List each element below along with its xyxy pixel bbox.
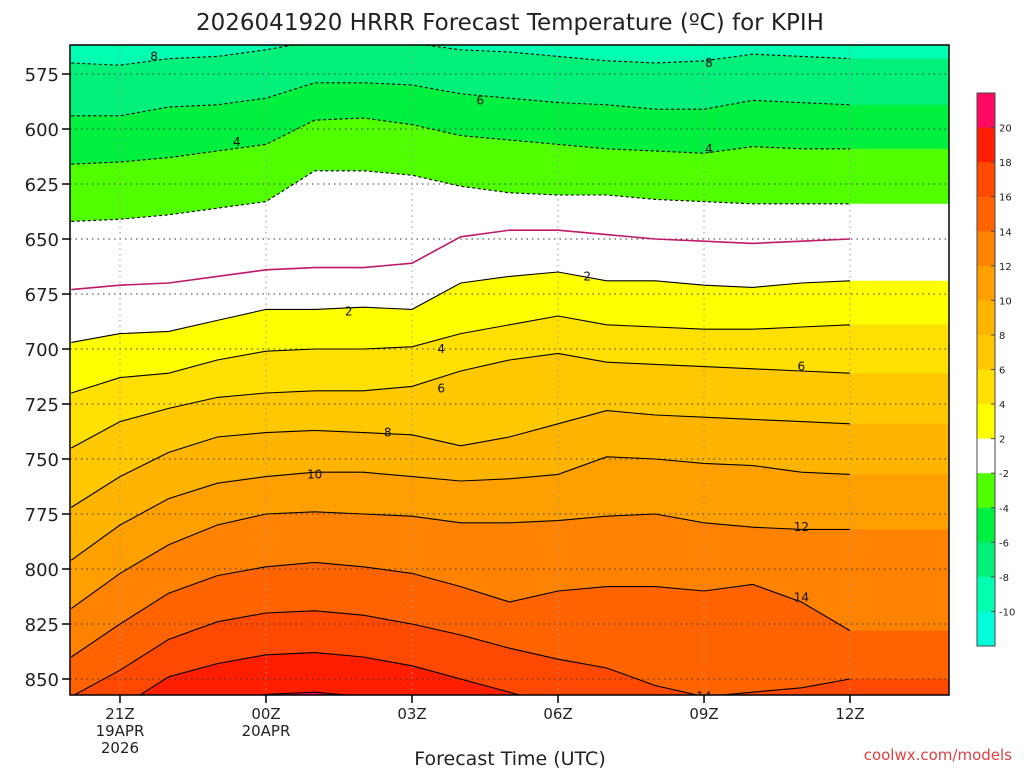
contour-label-2: 4 [233, 135, 241, 149]
site-credit: coolwx.com/models [864, 746, 1012, 764]
colorbar-label-10: 10 [999, 296, 1012, 307]
x-tick-label--1-0: 21Z [105, 705, 134, 723]
plot-frame [69, 44, 950, 696]
colorbar-bin-6 [977, 334, 995, 370]
y-tick-label-825: 825 [25, 615, 59, 636]
x-tick-label-14-0: 12Z [835, 705, 864, 723]
y-tick-label-650: 650 [25, 230, 59, 251]
isotherm-lines [70, 45, 851, 695]
colorbar-bin-minus-8 [977, 542, 995, 578]
colorbar-bin-18 [977, 127, 995, 163]
contour-label-0: 8 [150, 49, 158, 63]
colorbar-bin-10 [977, 265, 995, 301]
colorbar-bin-12 [977, 231, 995, 267]
isotherm-4 [71, 315, 851, 394]
colorbar-label-2: 2 [999, 435, 1005, 446]
colorbar-label-minus-2: -2 [999, 469, 1009, 480]
contour-label-3: 8 [705, 56, 713, 70]
contour-label-11: 10 [307, 467, 322, 481]
x-tick-label--1-2: 2026 [101, 739, 139, 757]
y-axis: 575 600 625 650 675 700 725 750 775 800 825 850 [25, 65, 70, 691]
isotherm-14 [70, 561, 851, 658]
colorbar-label-minus-8: -8 [999, 573, 1009, 584]
temperature-bands [70, 45, 949, 695]
colorbar-label-16: 16 [999, 193, 1012, 204]
x-tick-label-8-0: 06Z [543, 705, 572, 723]
colorbar-bin-8 [977, 300, 995, 336]
isotherm-2 [71, 271, 851, 343]
y-tick-label-575: 575 [25, 65, 59, 86]
isotherm-12 [70, 511, 850, 610]
contour-label-4: 4 [705, 142, 713, 156]
x-tick-label--1-1: 19APR [96, 722, 145, 740]
y-tick-label-800: 800 [25, 560, 59, 581]
isotherm-16 [73, 610, 851, 695]
colorbar-label-8: 8 [999, 331, 1005, 342]
contour-label-13: 14 [794, 591, 809, 605]
colorbar-label-minus-4: -4 [999, 504, 1009, 515]
y-tick-label-750: 750 [25, 450, 59, 471]
plot-area: 8 6 4 8 4 2 2 4 6 6 8 10 12 14 14 [70, 45, 949, 704]
isotherm-minus-2 [71, 170, 850, 222]
contour-label-9: 6 [437, 382, 445, 396]
colorbar-bin-2 [977, 404, 995, 440]
colorbar-bin-4 [977, 369, 995, 405]
colorbar-label-14: 14 [999, 227, 1012, 238]
isotherm-minus-4 [71, 117, 850, 165]
contour-label-7: 4 [437, 342, 445, 356]
x-tick-label-11-0: 09Z [689, 705, 718, 723]
colorbar-bin-minus-6 [977, 507, 995, 543]
contour-label-5: 2 [583, 269, 591, 283]
colorbar-bin-16 [977, 162, 995, 198]
colorbar-label-4: 4 [999, 400, 1005, 411]
contour-label-1: 6 [476, 93, 484, 107]
colorbar-label-20: 20 [999, 124, 1012, 135]
gridlines [70, 45, 949, 695]
isotherm-8 [71, 410, 851, 508]
contour-label-8: 6 [798, 360, 806, 374]
colorbar-legend: 20 18 16 14 12 10 8 6 4 2 -2 -4 -6 -8 -10 [976, 92, 1015, 647]
colorbar-label-18: 18 [999, 158, 1012, 169]
y-tick-label-700: 700 [25, 340, 59, 361]
temperature-band-18 [139, 652, 520, 695]
colorbar-label-minus-10: -10 [999, 607, 1015, 618]
chart-title: 2026041920 HRRR Forecast Temperature (ºC… [196, 10, 824, 36]
colorbar-label-minus-6: -6 [999, 538, 1009, 549]
y-tick-label-675: 675 [25, 285, 59, 306]
y-tick-label-600: 600 [25, 120, 59, 141]
y-tick-label-725: 725 [25, 395, 59, 416]
colorbar-label-12: 12 [999, 262, 1012, 273]
contour-label-6: 2 [345, 305, 353, 319]
contour-labels: 8 6 4 8 4 2 2 4 6 6 8 10 12 14 14 [150, 49, 809, 704]
contour-label-10: 8 [384, 426, 392, 440]
isotherm-6 [71, 352, 851, 449]
colorbar-bin-minus-4 [977, 473, 995, 509]
colorbar-label-6: 6 [999, 366, 1005, 377]
colorbar-bin-14 [977, 196, 995, 232]
x-tick-label-5-0: 03Z [397, 705, 426, 723]
isotherm-0 [71, 229, 851, 291]
colorbar-bin-minus-2 [977, 438, 995, 474]
y-tick-label-850: 850 [25, 670, 59, 691]
y-tick-label-775: 775 [25, 505, 59, 526]
x-axis-title: Forecast Time (UTC) [414, 748, 605, 768]
contour-label-12: 12 [794, 520, 809, 534]
isotherm-18 [138, 652, 522, 695]
x-tick-label-2-1: 20APR [242, 722, 291, 740]
contour-label-14: 14 [696, 690, 711, 704]
isotherm-minus-8 [71, 45, 851, 66]
y-tick-label-625: 625 [25, 175, 59, 196]
x-tick-label-2-0: 00Z [251, 705, 280, 723]
colorbar-bin-minus-12 [977, 611, 995, 647]
colorbar-bin-20 [977, 93, 995, 129]
colorbar-bin-minus-10 [977, 576, 995, 612]
isotherm-10 [70, 456, 851, 561]
